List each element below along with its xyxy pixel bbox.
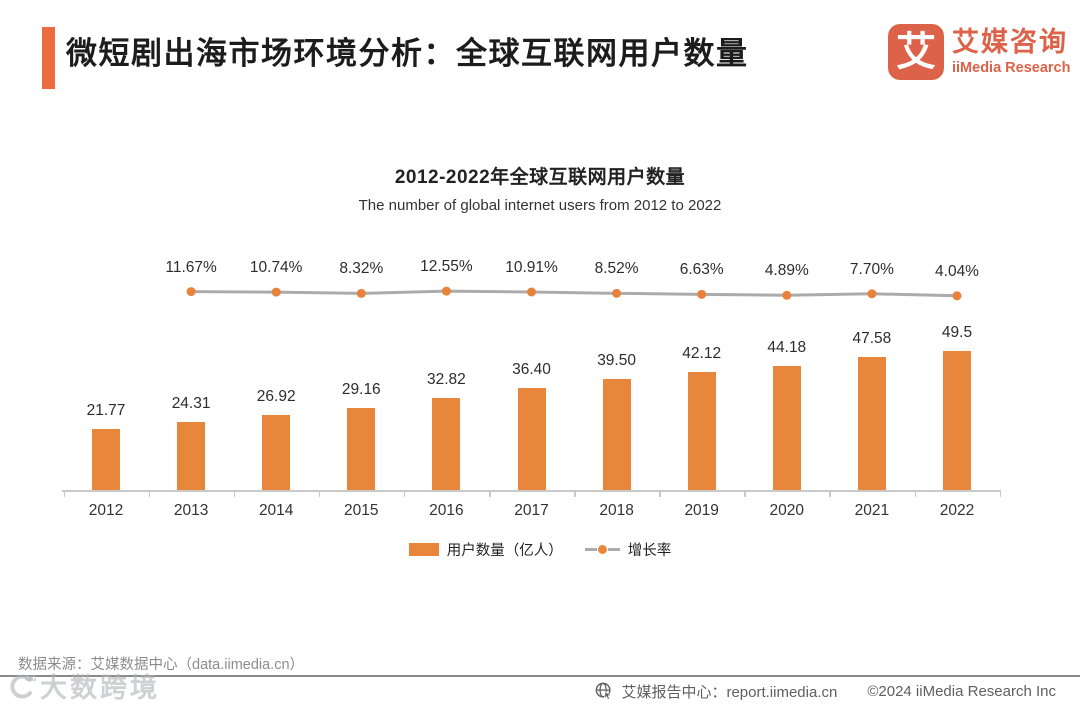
growth-rate-line-chart xyxy=(186,286,962,301)
chart-title: 2012-2022年全球互联网用户数量 xyxy=(394,167,686,188)
legend-item-growth: 增长率 xyxy=(584,539,672,560)
x-axis-tick xyxy=(233,490,236,497)
line-dot xyxy=(612,288,622,298)
line-dot xyxy=(782,290,792,300)
bar-value-label: 32.82 xyxy=(426,371,466,389)
data-source: 数据来源：艾媒数据中心（data.iimedia.cn） xyxy=(18,657,305,673)
bar xyxy=(177,421,206,490)
bar xyxy=(517,388,546,490)
legend-bar-label: 用户数量（亿人） xyxy=(446,543,563,559)
bottom-bar: 艾媒报告中心：report.iimedia.cn ©2024 iiMedia R… xyxy=(595,680,1056,702)
logo-glyph: 艾 xyxy=(896,30,936,74)
x-axis-label: 2022 xyxy=(939,502,975,519)
page-title: 微短剧出海市场环境分析：全球互联网用户数量 xyxy=(66,36,749,71)
x-axis-label: 2014 xyxy=(258,502,294,519)
line-dot xyxy=(952,291,962,301)
x-axis-label: 2016 xyxy=(429,502,464,519)
bar xyxy=(943,351,971,490)
growth-rate-label: 8.52% xyxy=(594,260,639,278)
x-axis-label: 2012 xyxy=(88,502,124,519)
x-axis-tick xyxy=(999,490,1002,497)
x-axis-tick xyxy=(318,490,321,497)
watermark-logo-icon xyxy=(10,674,36,698)
report-center-text: 艾媒报告中心：report.iimedia.cn xyxy=(621,683,838,701)
x-axis-tick xyxy=(659,490,661,497)
legend-bar-swatch xyxy=(408,543,439,556)
title-accent-bar xyxy=(42,27,55,89)
watermark: 大数跨境 xyxy=(8,666,160,705)
bar xyxy=(857,356,886,490)
legend: 用户数量（亿人） 增长率 xyxy=(0,539,1080,560)
growth-rate-label: 7.70% xyxy=(849,260,894,278)
line-dot xyxy=(186,287,196,297)
line-dot xyxy=(441,286,451,296)
x-axis-tick xyxy=(914,490,916,497)
bar xyxy=(772,366,801,490)
logo-name-en: iiMedia Research xyxy=(952,59,1071,76)
growth-rate-label: 4.89% xyxy=(764,262,809,280)
logo-name-cn: 艾媒咨询 xyxy=(952,27,1068,57)
bar xyxy=(92,429,120,490)
bar-value-label: 36.40 xyxy=(512,361,551,379)
bar xyxy=(432,398,461,490)
legend-line-swatch xyxy=(584,545,620,554)
watermark-text: 大数跨境 xyxy=(40,673,160,703)
x-axis-label: 2021 xyxy=(854,502,890,519)
growth-rate-label: 10.91% xyxy=(505,258,558,276)
line-dot xyxy=(271,287,281,297)
legend-line-label: 增长率 xyxy=(627,543,672,559)
x-axis-tick xyxy=(403,490,406,497)
x-axis-line xyxy=(62,490,1001,492)
x-axis-tick xyxy=(829,490,831,497)
x-axis-label: 2019 xyxy=(684,502,719,519)
bar-value-label: 44.18 xyxy=(767,339,807,357)
x-axis-label: 2018 xyxy=(599,502,634,519)
bar xyxy=(602,379,631,490)
bar xyxy=(262,414,291,490)
line-dot xyxy=(356,288,366,298)
line-dot xyxy=(867,289,877,299)
x-axis-label: 2017 xyxy=(514,502,549,519)
globe-cursor-icon xyxy=(596,682,613,700)
line-dot xyxy=(527,287,536,297)
growth-rate-label: 6.63% xyxy=(679,261,724,279)
bar xyxy=(687,372,716,490)
logo-text: 艾媒咨询 iiMedia Research xyxy=(952,24,1071,76)
x-axis-tick xyxy=(489,490,491,497)
line-dot xyxy=(697,289,707,299)
legend-item-users: 用户数量（亿人） xyxy=(408,539,563,560)
growth-rate-label: 4.04% xyxy=(935,262,979,280)
iimedia-logo-icon: 艾 xyxy=(888,24,944,80)
x-axis-label: 2020 xyxy=(769,502,805,519)
growth-rate-label: 8.32% xyxy=(339,260,384,278)
x-axis-tick xyxy=(574,490,576,497)
x-axis-tick xyxy=(148,490,151,497)
x-axis-label: 2015 xyxy=(344,502,379,519)
bar-value-label: 24.31 xyxy=(171,394,211,412)
growth-rate-line xyxy=(191,289,958,298)
copyright-text: ©2024 iiMedia Research Inc xyxy=(867,682,1056,700)
x-axis-tick xyxy=(744,490,746,497)
plot-area: 11.67% 10.74% 8.32% 12.55% 10.91% 8.52% 6.63% 4… xyxy=(0,240,1080,540)
bar-value-label: 49.5 xyxy=(941,324,973,342)
growth-rate-label: 12.55% xyxy=(420,258,473,276)
x-axis-label: 2013 xyxy=(173,502,209,519)
bar-value-label: 29.16 xyxy=(341,381,381,399)
bar xyxy=(347,408,376,490)
bar-value-label: 21.77 xyxy=(86,402,126,420)
bar-value-label: 42.12 xyxy=(682,345,722,363)
bar-value-label: 26.92 xyxy=(256,387,296,405)
iimedia-logo: 艾 艾媒咨询 iiMedia Research xyxy=(888,24,1070,80)
x-axis-tick xyxy=(63,490,65,497)
bar-value-label: 47.58 xyxy=(852,329,892,347)
growth-rate-label: 10.74% xyxy=(249,259,303,277)
bar-value-label: 39.50 xyxy=(597,352,636,370)
footer-divider xyxy=(0,675,1080,677)
growth-rate-label: 11.67% xyxy=(165,258,217,276)
chart-subtitle: The number of global internet users from… xyxy=(358,197,722,214)
